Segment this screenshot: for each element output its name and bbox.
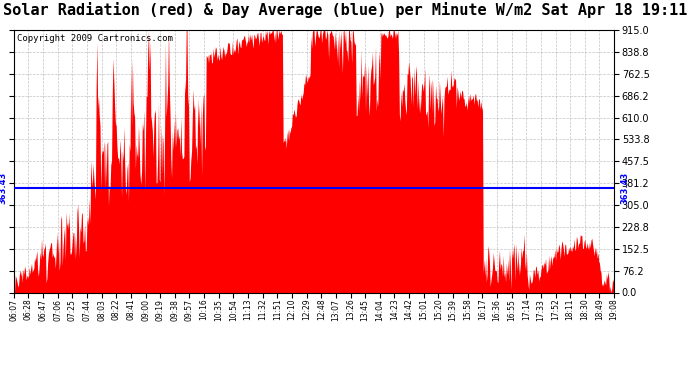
Text: Solar Radiation (red) & Day Average (blue) per Minute W/m2 Sat Apr 18 19:11: Solar Radiation (red) & Day Average (blu… <box>3 2 687 18</box>
Text: Copyright 2009 Cartronics.com: Copyright 2009 Cartronics.com <box>17 34 172 43</box>
Text: 363.43: 363.43 <box>620 172 629 204</box>
Text: 363.43: 363.43 <box>0 172 8 204</box>
